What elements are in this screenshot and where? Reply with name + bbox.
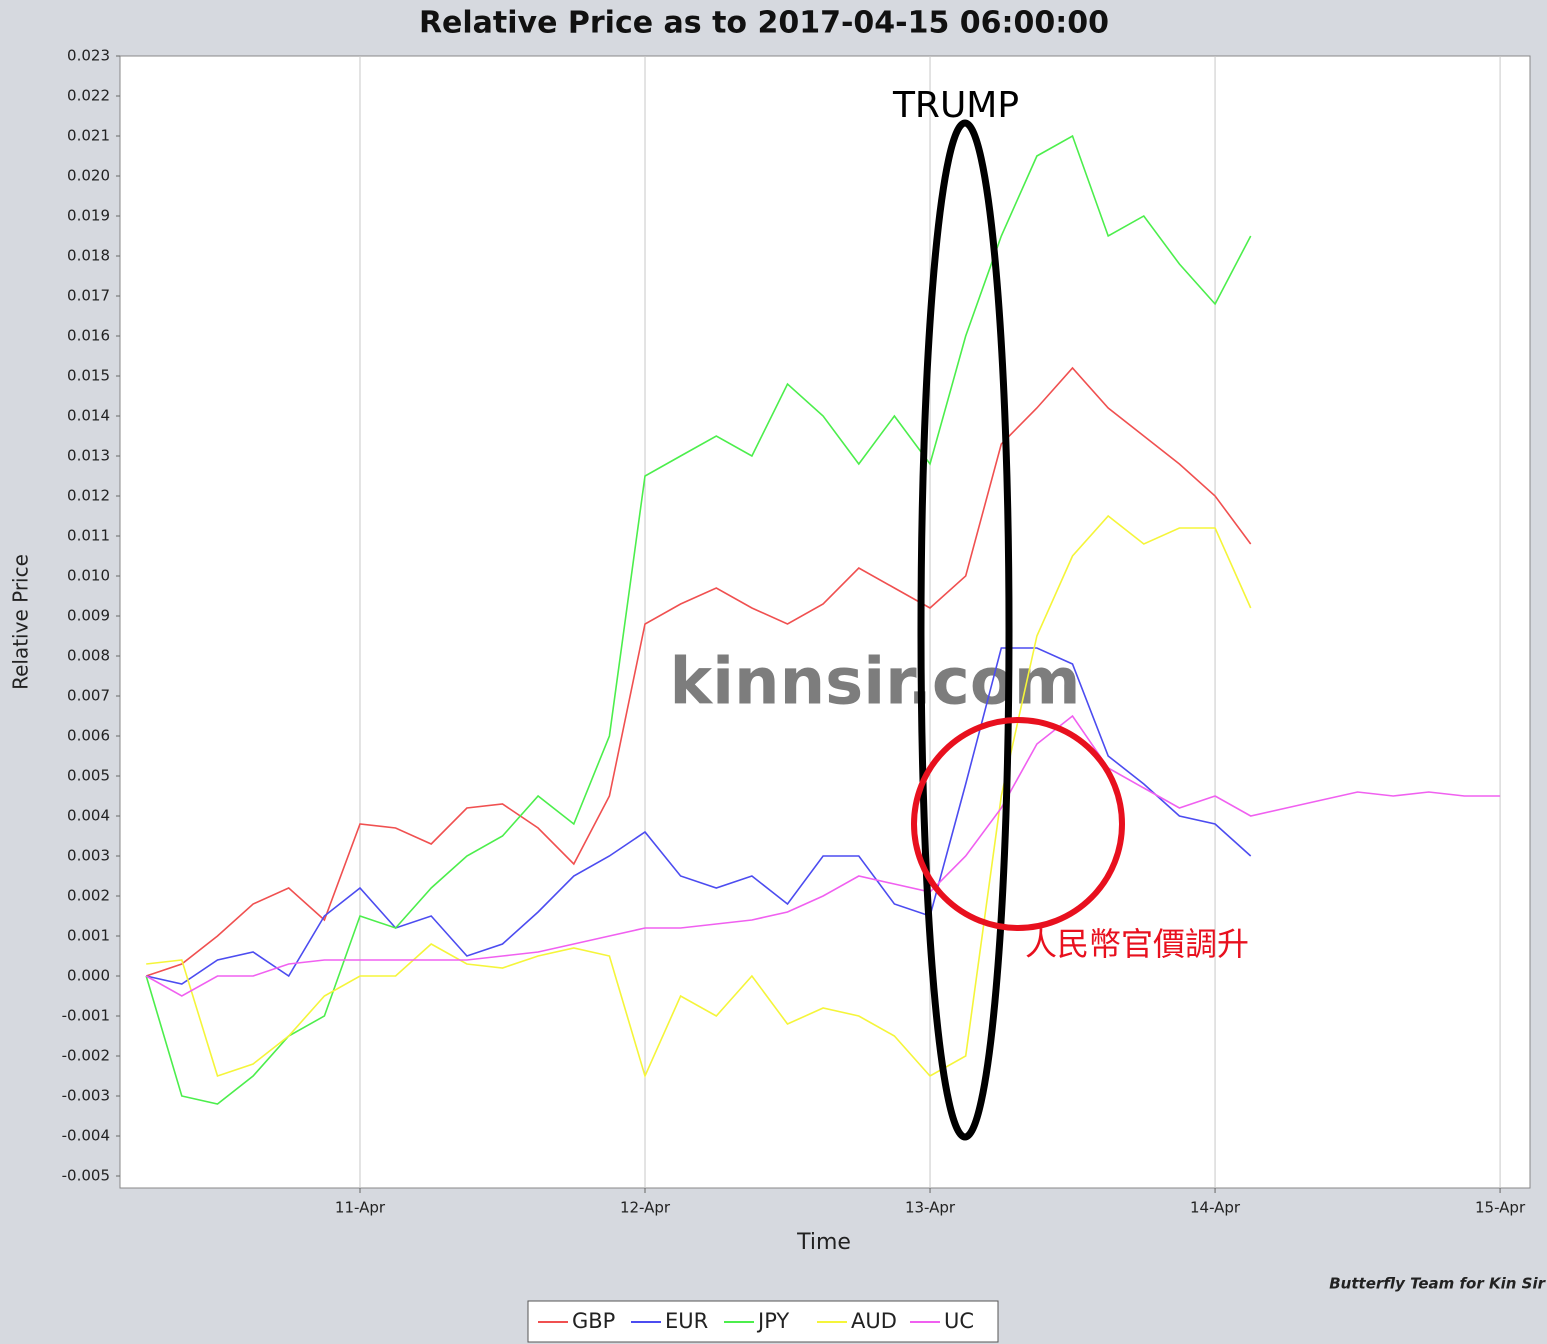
y-tick-label: 0.019 (67, 207, 110, 225)
series-line (145, 714, 1501, 997)
y-tick-label: -0.001 (62, 1007, 110, 1025)
rmb-label: 人民幣官價調升 (1025, 925, 1249, 963)
y-tick-label: 0.021 (67, 127, 110, 145)
legend-label: AUD (851, 1309, 897, 1333)
watermark: kinnsir.com (670, 646, 1081, 720)
y-tick-label: 0.005 (67, 767, 110, 785)
series-line (146, 647, 1252, 985)
y-tick-label: 0.012 (67, 487, 110, 505)
series-line (145, 134, 1252, 1105)
x-tick-label: 15-Apr (1475, 1199, 1526, 1217)
y-tick-label: 0.004 (67, 807, 110, 825)
y-tick-label: 0.018 (67, 247, 110, 265)
plot-area (119, 55, 1531, 1189)
y-tick-label: -0.002 (62, 1047, 110, 1065)
y-tick-label: 0.020 (67, 167, 110, 185)
credit: Butterfly Team for Kin Sir (1329, 1275, 1546, 1293)
x-tick-label: 12-Apr (620, 1199, 671, 1217)
y-tick-label: 0.016 (67, 327, 110, 345)
y-tick-label: 0.013 (67, 447, 110, 465)
legend-label: UC (944, 1309, 974, 1333)
y-tick-label: 0.017 (67, 287, 110, 305)
chart-title: Relative Price as to 2017-04-15 06:00:00 (419, 6, 1109, 41)
y-tick-label: 0.001 (67, 927, 110, 945)
y-tick-label: 0.010 (67, 567, 110, 585)
trump-ellipse (917, 119, 1013, 1141)
y-tick-label: 0.015 (67, 367, 110, 385)
y-tick-label: 0.008 (67, 647, 110, 665)
lines (145, 134, 1501, 1105)
y-tick-label: -0.005 (62, 1167, 110, 1185)
y-tick-label: 0.003 (67, 847, 110, 865)
legend-label: EUR (665, 1309, 708, 1333)
grid (359, 56, 1501, 1188)
y-axis-label: Relative Price (9, 554, 33, 690)
y-tick-label: 0.007 (67, 687, 110, 705)
y-tick-label: 0.023 (67, 47, 110, 65)
y-tick-label: 0.009 (67, 607, 110, 625)
y-tick-label: -0.003 (62, 1087, 110, 1105)
legend-items: GBP EUR JPY AUD UC (538, 1309, 974, 1333)
rmb-circle (911, 717, 1125, 931)
y-tick-label: 0.002 (67, 887, 110, 905)
y-tick-label: 0.014 (67, 407, 110, 425)
x-tick-label: 11-Apr (335, 1199, 386, 1217)
x-axis-label: Time (796, 1230, 851, 1255)
legend-label: JPY (756, 1309, 789, 1333)
y-tick-label: 0.011 (67, 527, 110, 545)
y-tick-label: 0.000 (67, 967, 110, 985)
legend-label: GBP (572, 1309, 615, 1333)
series-line (146, 514, 1252, 1079)
y-tick-label: 0.006 (67, 727, 110, 745)
x-tick-label: 14-Apr (1190, 1199, 1241, 1217)
x-tick-label: 13-Apr (905, 1199, 956, 1217)
y-tick-label: 0.022 (67, 87, 110, 105)
y-tick-label: -0.004 (62, 1127, 110, 1145)
series-line (145, 366, 1252, 977)
trump-label: TRUMP (892, 85, 1019, 126)
